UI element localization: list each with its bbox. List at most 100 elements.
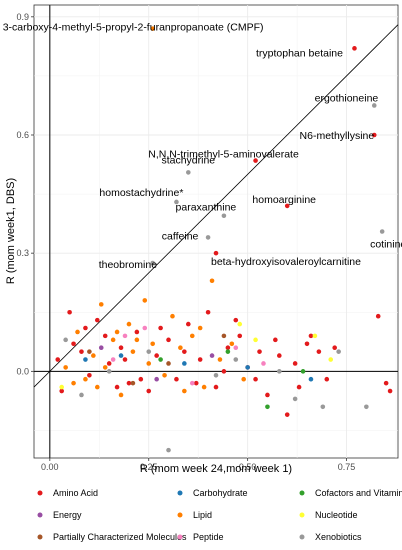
data-point — [146, 361, 152, 366]
data-point-labeled — [253, 158, 258, 163]
data-point — [336, 349, 341, 354]
data-point — [292, 361, 298, 366]
y-tick-label: 0.6 — [16, 130, 29, 140]
data-point — [189, 333, 195, 339]
point-label: homoarginine — [252, 194, 316, 206]
data-point — [332, 345, 337, 351]
data-point — [134, 337, 140, 343]
data-point — [265, 392, 270, 398]
data-point — [118, 353, 124, 358]
data-point — [253, 337, 258, 343]
data-point — [138, 376, 144, 382]
data-point — [241, 376, 246, 382]
data-point — [197, 325, 203, 331]
data-point — [63, 365, 68, 370]
data-point — [83, 357, 88, 362]
data-point-labeled — [371, 132, 377, 138]
data-point-labeled — [186, 170, 191, 175]
legend-label: Carbohydrate — [193, 488, 248, 498]
data-point — [265, 404, 270, 410]
x-tick-label: 0.75 — [338, 462, 356, 472]
data-point — [106, 369, 112, 374]
data-point — [130, 349, 136, 354]
data-point — [308, 333, 314, 339]
data-point — [63, 337, 68, 343]
data-point — [277, 369, 282, 374]
reference-lines — [33, 5, 399, 458]
data-point — [67, 309, 72, 315]
legend-label: Peptide — [193, 532, 224, 542]
data-point — [304, 341, 310, 347]
data-point — [71, 380, 76, 386]
data-point — [213, 384, 219, 390]
data-point — [146, 388, 152, 394]
legend-label: Amino Acid — [53, 488, 98, 498]
data-point — [71, 341, 76, 347]
data-point — [83, 376, 88, 382]
data-point-labeled — [284, 203, 290, 209]
data-point — [118, 392, 124, 398]
data-point-labeled — [352, 46, 357, 51]
data-point — [387, 388, 393, 394]
data-point — [122, 333, 128, 339]
data-point — [225, 345, 231, 351]
data-point — [209, 353, 215, 358]
point-label: ergothioneine — [315, 92, 379, 104]
data-point — [237, 321, 243, 327]
data-point — [320, 404, 326, 410]
legend-label: Lipid — [193, 510, 212, 520]
data-point-labeled — [213, 250, 219, 256]
data-point — [178, 345, 183, 351]
data-point — [98, 345, 104, 351]
data-point — [118, 345, 124, 351]
y-tick-label: 0.3 — [16, 248, 29, 258]
data-point — [162, 372, 167, 378]
data-point — [383, 380, 389, 386]
data-point-labeled — [221, 213, 227, 219]
data-point — [95, 317, 100, 323]
data-point — [130, 380, 136, 386]
data-point — [292, 396, 298, 402]
data-point — [300, 369, 306, 374]
legend: Amino Acid Carbohydrate Cofactors and Vita… — [37, 488, 402, 542]
data-point — [205, 309, 211, 315]
data-point — [59, 384, 64, 390]
point-label: N6-methyllysine — [300, 130, 375, 142]
x-tick-label: 0.00 — [41, 462, 59, 472]
point-label: N,N,N-trimethyl-5-aminovalerate — [148, 149, 299, 161]
data-point — [142, 298, 148, 303]
legend-swatch — [177, 490, 183, 496]
x-tick-label: 0.50 — [239, 462, 257, 472]
data-point — [166, 361, 171, 366]
data-point-labeled — [205, 235, 211, 240]
data-point — [186, 321, 191, 327]
data-point — [225, 349, 231, 354]
data-point — [296, 384, 302, 390]
data-point — [233, 345, 239, 351]
point-label: cotinine — [370, 239, 402, 251]
data-point — [106, 361, 112, 366]
data-point — [182, 349, 187, 354]
data-point — [328, 357, 334, 362]
data-point — [257, 349, 262, 354]
data-point — [201, 384, 207, 390]
data-point — [158, 325, 163, 331]
data-point — [87, 372, 92, 378]
data-point — [221, 369, 227, 374]
point-label: tryptophan betaine — [256, 47, 343, 59]
data-point — [261, 361, 266, 366]
data-point — [182, 361, 187, 366]
data-point — [158, 357, 163, 362]
data-point — [284, 412, 290, 417]
data-point — [110, 337, 116, 343]
data-point — [277, 353, 282, 358]
point-annotations: 3-carboxy-4-methyl-5-propyl-2-furanpropa… — [3, 22, 402, 271]
data-point — [182, 388, 187, 394]
data-point-labeled — [150, 26, 155, 31]
data-point — [95, 384, 100, 390]
legend-swatch — [299, 534, 305, 540]
data-point — [375, 313, 381, 319]
x-tick-label: 0.25 — [140, 462, 158, 472]
data-point — [79, 349, 84, 354]
data-point — [142, 325, 148, 331]
